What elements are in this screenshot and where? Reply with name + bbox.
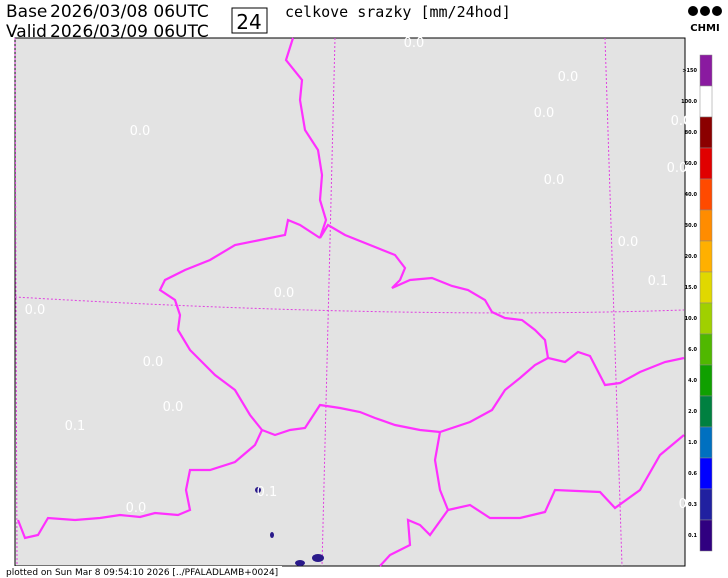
- valid-label: Valid: [6, 22, 47, 42]
- map-value: 0.0: [667, 161, 688, 176]
- map-labels: 0.00.00.00.00.00.00.00.00.10.00.00.00.00…: [25, 36, 700, 516]
- legend-swatch: [699, 488, 713, 521]
- map-value: 0.0: [671, 114, 692, 129]
- map-value: 0.0: [163, 400, 184, 415]
- precip-patches: [255, 487, 324, 566]
- legend-label: 0.1: [688, 533, 697, 539]
- graticule: [14, 37, 685, 567]
- legend-swatch: [699, 178, 713, 211]
- legend-swatch: [699, 240, 713, 273]
- valid-time: 2026/03/09 06UTC: [50, 22, 209, 42]
- legend-label: 0.6: [688, 471, 697, 477]
- legend-swatch: [699, 116, 713, 149]
- legend-swatch: [699, 395, 713, 428]
- title: celkove srazky [mm/24hod]: [285, 3, 511, 21]
- legend-swatch: [699, 271, 713, 304]
- legend-label: 80.0: [685, 130, 698, 136]
- map-value: 0.0: [126, 501, 147, 516]
- map-value: 0.0: [274, 286, 295, 301]
- map-value: 0.0: [544, 173, 565, 188]
- legend-swatch: [699, 519, 713, 552]
- legend-swatch: [699, 209, 713, 242]
- map-value: 0.0: [130, 124, 151, 139]
- legend-label: 4.0: [688, 378, 697, 384]
- legend-swatch: [699, 54, 713, 87]
- legend-label: 0.3: [688, 502, 697, 508]
- step-box: [231, 7, 268, 34]
- legend-swatch: [699, 426, 713, 459]
- logo-text: CHMI: [690, 23, 719, 34]
- footer: plotted on Sun Mar 8 09:54:10 2026 [../P…: [6, 568, 278, 578]
- legend-label: >150: [682, 68, 697, 74]
- legend-label: 6.0: [688, 347, 697, 353]
- map-value: 0.0: [25, 303, 46, 318]
- legend-swatch: [699, 364, 713, 397]
- map-value: 0.0: [558, 70, 579, 85]
- borders: [16, 37, 685, 567]
- legend-swatch: [699, 302, 713, 335]
- map-value: 0.0: [143, 355, 164, 370]
- base-label: Base: [6, 2, 47, 22]
- map-area: [14, 37, 686, 567]
- step: 24: [236, 10, 261, 34]
- legend-label: 30.0: [685, 223, 698, 229]
- legend-swatch: [699, 85, 713, 118]
- map-value: 0.1: [257, 485, 278, 500]
- base-time: 2026/03/08 06UTC: [50, 2, 209, 22]
- map-value: 0.1: [65, 419, 86, 434]
- map-value: 0.0: [679, 497, 700, 512]
- legend: >150 100.0 80.0 60.0 40.0 30.0 20.0 15.0 10.0 6.0…: [681, 54, 713, 552]
- legend-swatch: [699, 457, 713, 490]
- legend-label: 40.0: [685, 192, 698, 198]
- legend-label: 100.0: [681, 99, 697, 105]
- legend-label: 15.0: [685, 285, 698, 291]
- legend-label: 2.0: [688, 409, 697, 415]
- map-value: 0.0: [404, 36, 425, 51]
- legend-label: 60.0: [685, 161, 698, 167]
- legend-label: 20.0: [685, 254, 698, 260]
- map-value: 0.1: [648, 274, 669, 289]
- legend-label: 10.0: [685, 316, 698, 322]
- legend-swatch: [699, 147, 713, 180]
- legend-swatch: [699, 333, 713, 366]
- map-value: 0.0: [618, 235, 639, 250]
- footer-bg: [2, 566, 282, 577]
- legend-label: 1.0: [688, 440, 697, 446]
- logo: CHMI: [688, 6, 722, 34]
- map-value: 0.0: [534, 106, 555, 121]
